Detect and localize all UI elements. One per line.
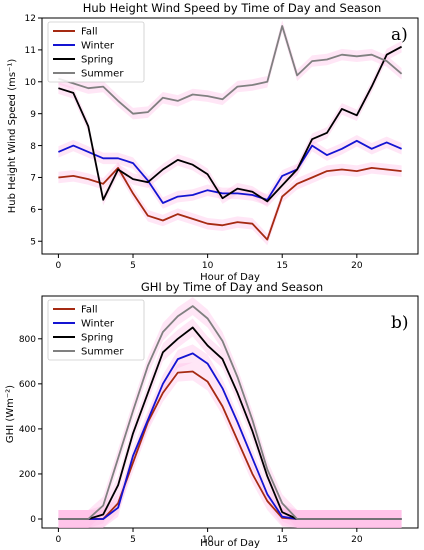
y-tick-label: 9 bbox=[30, 110, 36, 120]
x-tick-label: 15 bbox=[276, 535, 287, 545]
y-tick-label: 400 bbox=[19, 425, 36, 435]
legend-box bbox=[47, 299, 145, 361]
legend-label: Winter bbox=[81, 319, 115, 330]
band-fall bbox=[58, 162, 402, 246]
legend: Fall Winter Spring Summer bbox=[47, 299, 145, 361]
legend-label: Spring bbox=[81, 55, 113, 66]
legend-label: Fall bbox=[81, 27, 98, 38]
plot-frame bbox=[41, 17, 419, 255]
y-tick-label: 0 bbox=[30, 515, 36, 525]
series-lines bbox=[58, 25, 403, 241]
x-tick-label: 0 bbox=[56, 535, 62, 545]
x-tick-label: 10 bbox=[202, 261, 214, 271]
x-tick-label: 20 bbox=[351, 535, 363, 545]
x-tick-label: 20 bbox=[351, 261, 363, 271]
y-tick-label: 6 bbox=[30, 206, 36, 216]
x-tick-label: 5 bbox=[130, 535, 136, 545]
y-axis-label: Hub Height Wind Speed (ms⁻¹) bbox=[7, 59, 18, 214]
wind-speed-chart: Hub Height Wind Speed by Time of Day and… bbox=[7, 1, 419, 283]
x-tick-label: 5 bbox=[130, 261, 136, 271]
ghi-chart: GHI by Time of Day and Season b) Hour of… bbox=[5, 280, 419, 549]
y-tick-label: 11 bbox=[25, 46, 36, 56]
panel-label: a) bbox=[391, 25, 408, 45]
y-tick-label: 600 bbox=[19, 380, 36, 390]
y-tick-label: 12 bbox=[25, 14, 36, 24]
line-fall bbox=[58, 166, 402, 241]
panel-label: b) bbox=[391, 313, 409, 333]
legend-label: Summer bbox=[81, 69, 124, 80]
x-axis-label: Hour of Day bbox=[200, 538, 260, 549]
y-tick-label: 800 bbox=[19, 335, 36, 345]
legend: Fall Winter Spring Summer bbox=[47, 21, 145, 83]
plot-frame bbox=[41, 295, 419, 529]
band-winter bbox=[58, 135, 402, 209]
x-axis-label: Hour of Day bbox=[200, 272, 260, 283]
y-tick-label: 8 bbox=[30, 142, 36, 152]
x-tick-label: 15 bbox=[276, 261, 287, 271]
line-spring bbox=[58, 45, 403, 203]
line-summer bbox=[58, 305, 402, 520]
legend-label: Winter bbox=[81, 41, 115, 52]
y-tick-label: 7 bbox=[30, 174, 36, 184]
y-tick-label: 10 bbox=[25, 78, 37, 88]
y-tick-label: 200 bbox=[19, 470, 36, 480]
tick-labels: 0 5 10 15 20 5 6 7 8 9 10 11 12 bbox=[25, 14, 363, 271]
chart-title: GHI by Time of Day and Season bbox=[141, 280, 323, 294]
y-tick-label: 5 bbox=[30, 237, 36, 247]
band-fall bbox=[58, 362, 402, 528]
x-tick-label: 10 bbox=[202, 535, 214, 545]
legend-label: Spring bbox=[81, 333, 113, 344]
line-summer bbox=[58, 25, 403, 115]
chart-title: Hub Height Wind Speed by Time of Day and… bbox=[83, 1, 382, 15]
legend-label: Fall bbox=[81, 305, 98, 316]
shaded-bands bbox=[58, 297, 402, 528]
x-tick-label: 0 bbox=[56, 261, 62, 271]
legend-label: Summer bbox=[81, 347, 124, 358]
y-axis-label: GHI (Wm⁻²) bbox=[5, 385, 16, 443]
series-lines bbox=[58, 305, 402, 520]
legend-box bbox=[47, 21, 145, 83]
